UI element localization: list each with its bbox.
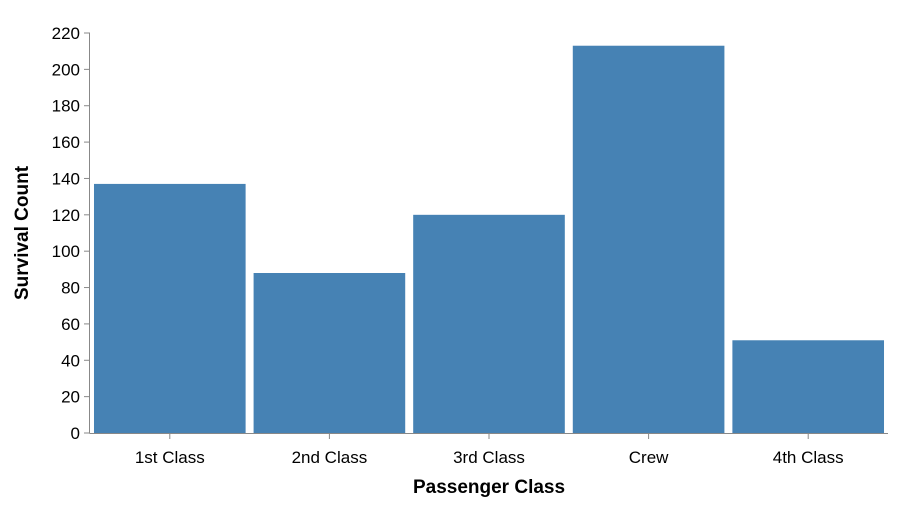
bar-2nd-class: [253, 273, 406, 433]
bar-3rd-class: [413, 214, 565, 433]
x-tick-label: 4th Class: [773, 448, 844, 467]
x-axis-title: Passenger Class: [413, 477, 565, 498]
x-tick-label: 2nd Class: [292, 448, 368, 467]
y-tick-label: 140: [52, 169, 80, 188]
y-tick-label: 40: [61, 351, 80, 370]
y-tick-label: 0: [71, 424, 80, 443]
x-tick-label: 3rd Class: [453, 448, 525, 467]
x-tick-label: Crew: [629, 448, 669, 467]
y-tick-label: 160: [52, 133, 80, 152]
bar-crew: [572, 45, 725, 434]
x-axis-ticks: 1st Class 2nd Class 3rd Class Crew 4th Class: [135, 433, 844, 467]
y-axis-ticks: 0 20 40 60 80 100 120 140 160 180 200 220: [52, 24, 90, 443]
y-tick-label: 80: [61, 279, 80, 298]
bar-4th-class: [732, 340, 885, 433]
y-tick-label: 220: [52, 24, 80, 43]
y-tick-label: 200: [52, 60, 80, 79]
y-tick-label: 20: [61, 388, 80, 407]
y-tick-label: 100: [52, 242, 80, 261]
x-tick-label: 1st Class: [135, 448, 205, 467]
bars-group: [93, 45, 885, 434]
y-tick-label: 120: [52, 206, 80, 225]
y-tick-label: 60: [61, 315, 80, 334]
y-axis-title: Survival Count: [12, 165, 33, 300]
bar-1st-class: [93, 183, 246, 433]
y-tick-label: 180: [52, 97, 80, 116]
